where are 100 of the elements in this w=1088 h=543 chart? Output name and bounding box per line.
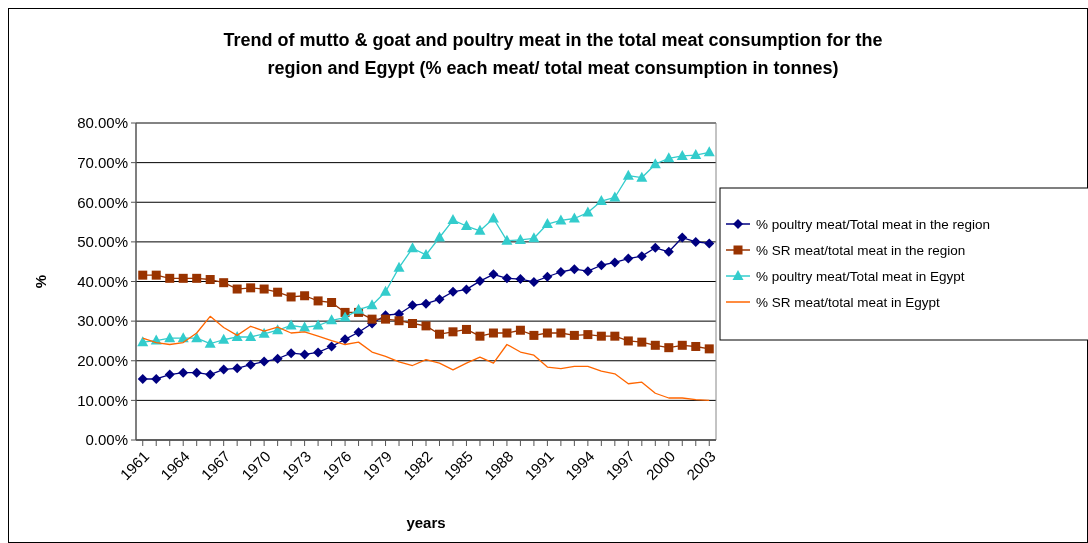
point: [447, 286, 458, 297]
point: [595, 195, 607, 206]
point: [663, 152, 675, 163]
point: [339, 311, 351, 322]
point: [407, 242, 419, 253]
point: [299, 349, 310, 360]
point: [421, 298, 431, 309]
point: [556, 328, 566, 338]
y-tick-label: 30.00%: [77, 312, 128, 330]
point: [664, 343, 674, 353]
point: [246, 283, 256, 293]
point: [192, 273, 202, 283]
point: [569, 330, 579, 340]
point: [528, 276, 539, 287]
point: [191, 332, 203, 343]
point: [541, 218, 553, 229]
point: [583, 330, 593, 340]
point: [502, 328, 512, 338]
point: [434, 294, 445, 305]
point: [704, 238, 715, 249]
point: [137, 373, 148, 384]
point: [461, 324, 471, 334]
chart-title: Trend of mutto & goat and poultry meat in the total meat consumption for the region and Egypt (% each meat/ total meat consumption in tonnes): [223, 30, 883, 78]
point: [690, 149, 702, 160]
point: [232, 284, 242, 294]
y-tick-label: 80.00%: [77, 114, 128, 132]
point: [272, 353, 283, 364]
point: [475, 331, 485, 341]
y-tick-label: 60.00%: [77, 193, 128, 211]
point: [218, 333, 230, 344]
point: [650, 242, 661, 253]
point: [137, 336, 149, 347]
point: [191, 367, 202, 378]
point: [164, 369, 175, 380]
point: [487, 212, 499, 223]
point: [488, 269, 499, 280]
point: [529, 330, 539, 340]
point: [542, 271, 553, 282]
point: [703, 146, 715, 157]
point: [488, 328, 498, 338]
y-tick-label: 70.00%: [77, 153, 128, 171]
point: [285, 319, 297, 330]
x-axis-title: years: [406, 514, 446, 531]
point: [165, 273, 175, 283]
y-tick-label: 50.00%: [77, 233, 128, 251]
point: [273, 287, 283, 297]
point: [178, 273, 188, 283]
point: [326, 341, 337, 352]
point: [514, 233, 526, 244]
point: [313, 347, 324, 358]
point: [691, 341, 701, 351]
point: [663, 246, 674, 257]
point: [677, 232, 688, 243]
legend-label: % poultry meat/Total meat in the region: [756, 216, 991, 232]
point: [555, 266, 566, 277]
point: [245, 359, 256, 370]
y-axis-title: %: [32, 274, 49, 289]
point: [649, 158, 661, 169]
point: [623, 253, 634, 264]
point: [474, 276, 485, 287]
point: [353, 303, 365, 314]
point: [299, 321, 311, 332]
point: [650, 340, 660, 350]
point: [408, 319, 418, 328]
point: [232, 363, 243, 374]
y-tick-label: 10.00%: [77, 391, 128, 409]
point: [259, 356, 270, 367]
point: [622, 169, 634, 180]
point: [596, 331, 606, 341]
point: [677, 340, 687, 350]
point: [421, 321, 431, 331]
point: [568, 212, 580, 223]
point: [245, 330, 257, 341]
point: [448, 327, 458, 337]
point: [205, 275, 215, 285]
point: [596, 260, 607, 271]
point: [380, 285, 392, 296]
point: [515, 274, 526, 285]
point: [461, 284, 472, 295]
legend-label: % poultry meat/Total meat in Egypt: [756, 268, 965, 284]
y-tick-label: 40.00%: [77, 272, 128, 290]
point: [366, 299, 378, 310]
point: [690, 236, 701, 247]
point: [381, 314, 391, 324]
point: [636, 251, 647, 262]
point: [704, 344, 714, 354]
y-tick-label: 0.00%: [85, 431, 128, 449]
point: [501, 273, 512, 284]
point: [528, 232, 540, 243]
point: [164, 332, 176, 343]
point: [151, 373, 162, 384]
point: [610, 331, 620, 341]
point: [312, 319, 324, 330]
point: [258, 327, 270, 338]
point: [353, 327, 364, 338]
point: [569, 264, 580, 275]
point: [300, 291, 310, 301]
point: [636, 171, 648, 182]
legend-label: % SR meat/total meat in the region: [756, 242, 966, 258]
point: [313, 296, 323, 306]
